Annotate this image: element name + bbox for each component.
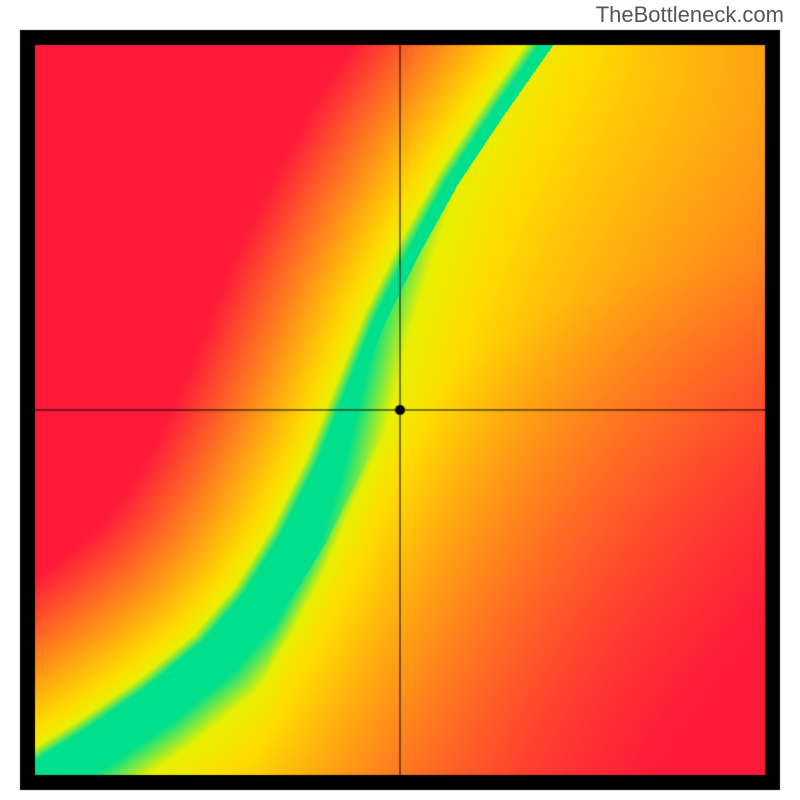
watermark-text: TheBottleneck.com (596, 2, 784, 28)
bottleneck-heatmap (0, 0, 800, 800)
